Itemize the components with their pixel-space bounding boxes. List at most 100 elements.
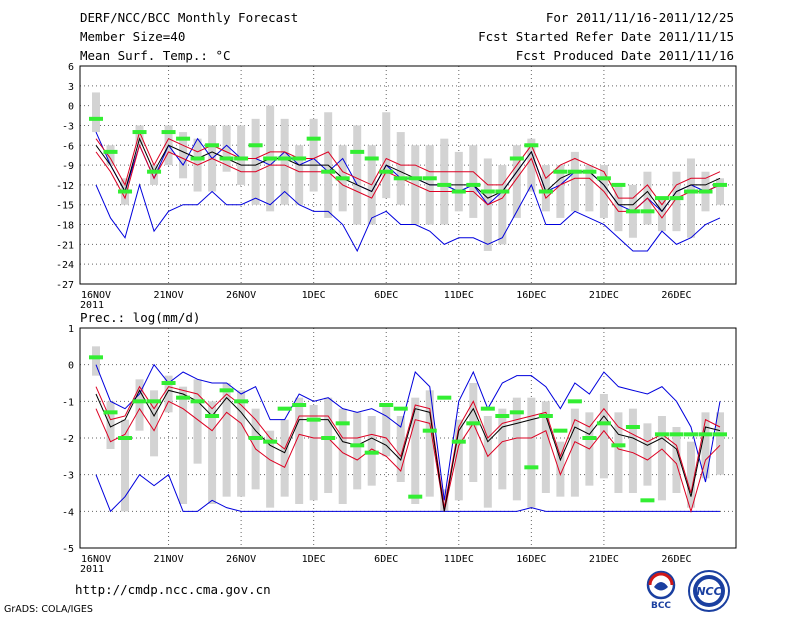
temp-spread-bar	[512, 145, 521, 218]
prec-spread-bar	[179, 386, 188, 504]
prec-member-mark	[234, 399, 249, 404]
temp-ytick-label: -24	[56, 260, 74, 271]
temp-spread-bar	[541, 165, 550, 212]
temp-spread-bar	[150, 165, 159, 185]
temp-member-mark	[683, 189, 698, 194]
temp-xtick-label: 26NOV	[226, 290, 256, 301]
temp-member-mark	[190, 156, 205, 161]
temp-spread-bar	[251, 118, 260, 205]
temp-member-mark	[248, 143, 263, 148]
prec-member-mark	[596, 421, 611, 426]
prec-spread-bar	[498, 408, 507, 490]
prec-member-mark	[669, 432, 684, 437]
temp-spread-bar	[295, 145, 304, 205]
prec-member-mark	[538, 414, 553, 418]
prec-member-mark	[698, 432, 713, 437]
prec-member-mark	[480, 406, 495, 411]
prec-spread-bar	[222, 383, 231, 497]
prec-member-mark	[466, 421, 481, 426]
temp-member-mark	[350, 149, 365, 154]
temp-ytick-label: -27	[56, 280, 74, 291]
temp-spread-bar	[585, 165, 594, 212]
temp-spread-bar	[454, 151, 463, 212]
temp-ytick-label: -18	[56, 221, 74, 232]
prec-xtick-label: 21NOV	[154, 554, 184, 565]
prec-member-mark	[292, 403, 307, 407]
prec-member-mark	[89, 355, 103, 360]
temp-member-mark	[205, 143, 220, 148]
temp-plot-frame	[79, 65, 737, 285]
prec-xtick-label: 26DEC	[661, 554, 691, 565]
svg-text:NCC: NCC	[696, 585, 721, 598]
prec-member-mark	[321, 436, 336, 440]
temp-member-mark	[669, 196, 684, 201]
prec-spread-bar	[92, 346, 100, 376]
temp-ytick-label: -12	[56, 181, 74, 192]
prec-member-mark	[147, 399, 162, 404]
prec-spread-bar	[657, 416, 666, 501]
prec-median-line	[95, 389, 721, 512]
prec-spread-bar	[614, 412, 623, 493]
svg-text:BCC: BCC	[651, 601, 671, 610]
temp-ytick-label: -15	[56, 201, 74, 212]
prec-member-mark	[625, 425, 640, 429]
temp-member-mark	[321, 169, 336, 174]
temp-member-mark	[118, 189, 133, 194]
prec-xtick-label: 26NOV	[226, 554, 256, 565]
temp-member-mark	[538, 189, 553, 194]
prec-member-mark	[364, 450, 379, 455]
bcc-logo-icon: BCC	[646, 570, 676, 610]
temp-max-line	[95, 131, 721, 213]
prec-member-mark	[611, 443, 626, 448]
temp-member-mark	[654, 196, 669, 201]
prec-member-mark	[350, 443, 365, 448]
prec-plot-frame	[79, 327, 737, 549]
prec-spread-bar	[541, 401, 550, 493]
prec-spread-bar	[628, 408, 637, 493]
prec-spread-bar	[135, 379, 144, 431]
prec-member-mark	[103, 410, 118, 415]
prec-member-mark	[524, 465, 539, 470]
prec-spread-bar	[570, 408, 579, 497]
prec-xtick-label: 6DEC	[374, 554, 398, 565]
prec-ytick-label: -2	[62, 434, 74, 445]
temp-member-mark	[451, 189, 466, 194]
forecast-period: For 2011/11/16-2011/12/25	[545, 10, 734, 25]
prec-member-mark	[393, 406, 408, 411]
temp-spread-bar	[686, 158, 695, 238]
temp-member-mark	[393, 176, 408, 181]
prec-member-mark	[713, 432, 727, 437]
prec-spread-bar	[382, 405, 391, 457]
chart-title: DERF/NCC/BCC Monthly Forecast	[80, 10, 299, 25]
prec-member-mark	[408, 494, 423, 499]
temp-member-mark	[263, 156, 278, 161]
temp-spread-bar	[716, 178, 724, 205]
prec-member-mark	[118, 436, 133, 440]
grads-credit: GrADS: COLA/IGES	[4, 604, 93, 615]
prec-spread-bar	[512, 397, 521, 501]
prec-spread-bar	[164, 375, 173, 413]
temp-spread-bar	[106, 145, 115, 166]
prec-member-mark	[277, 406, 292, 411]
temp-median-line	[95, 137, 721, 213]
source-url[interactable]: http://cmdp.ncc.cma.gov.cn	[75, 582, 271, 597]
prec-ytick-label: -5	[62, 544, 74, 555]
temp-ytick-label: -3	[62, 121, 74, 132]
temp-spread-bar	[222, 125, 231, 172]
prec-spread-bar	[106, 401, 115, 449]
temp-spread-bar	[382, 112, 391, 199]
temp-spread-bar	[672, 171, 681, 232]
prec-ytick-label: 1	[68, 324, 74, 335]
prec-member-mark	[640, 498, 655, 503]
prec-min-line	[95, 473, 720, 513]
temp-member-mark	[161, 130, 176, 135]
temp-xtick-label: 21DEC	[589, 290, 619, 301]
member-size: Member Size=40	[80, 29, 186, 44]
prec-ytick-label: -3	[62, 471, 74, 482]
prec-spread-bar	[295, 397, 304, 504]
prec-member-mark	[567, 399, 582, 404]
prec-spread-bar	[686, 441, 695, 508]
temp-member-mark	[567, 169, 582, 174]
prec-spread-bar	[353, 412, 362, 490]
